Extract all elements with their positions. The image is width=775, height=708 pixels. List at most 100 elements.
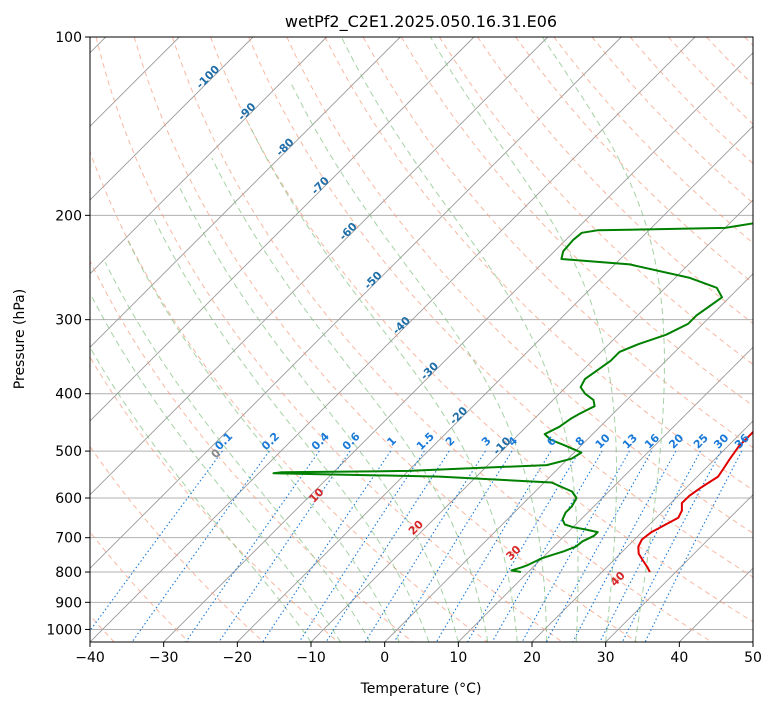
isotherm-line [90, 37, 549, 496]
x-tick-label: 10 [449, 650, 467, 666]
mixing-ratio-line [364, 450, 486, 642]
x-tick-label: −30 [149, 650, 179, 666]
background-lines [90, 37, 753, 642]
mixing-ratio-label: 2 [443, 434, 458, 449]
moist-adiabat-line [151, 215, 430, 642]
mixing-ratio-line [298, 450, 425, 642]
dry-adiabat-line [90, 259, 414, 642]
x-tick-label: 50 [744, 650, 762, 666]
y-tick-label: 100 [55, 30, 82, 46]
y-tick-label: 400 [55, 387, 82, 403]
x-tick-label: 20 [523, 650, 541, 666]
y-tick-label: 1000 [46, 622, 82, 638]
mixing-ratio-line [393, 450, 513, 642]
mixing-ratio-line [90, 450, 223, 632]
x-tick-label: 0 [380, 650, 389, 666]
moist-adiabat-line [542, 37, 666, 642]
isotherm-line [310, 199, 753, 642]
x-tick-label: 30 [597, 650, 615, 666]
x-tick-label: −10 [296, 650, 326, 666]
dry-adiabat-line [90, 531, 190, 642]
mixing-ratio-label: 1.5 [414, 430, 437, 453]
dry-adiabat-line [515, 37, 753, 284]
isotherm-line [90, 37, 328, 275]
dry-adiabat-label: 30 [504, 543, 524, 563]
dry-adiabat-line [171, 37, 712, 642]
moist-adiabat-line [248, 123, 518, 642]
isotherm-line [531, 420, 753, 642]
isotherm-line [163, 52, 753, 642]
moist-adiabat-line [90, 291, 341, 642]
mixing-ratio-line [262, 450, 392, 642]
isotherm-line [90, 37, 475, 422]
mixing-ratio-line [545, 450, 653, 642]
x-tick-label: 40 [670, 650, 688, 666]
y-tick-label: 200 [55, 208, 82, 224]
isotherm-line [90, 37, 622, 569]
dry-adiabat-line [90, 356, 339, 642]
x-axis-ticks: −40 −30 −20 −10 0 10 20 30 40 50 [75, 642, 762, 666]
plot-frame [89, 36, 754, 643]
mixing-ratio-label: 8 [573, 434, 588, 449]
dry-adiabat-line [668, 37, 753, 125]
mixing-ratio-label: 0.4 [309, 430, 332, 453]
mixing-ratio-label: 0.6 [340, 430, 363, 453]
mixing-ratio-label: 25 [691, 431, 711, 451]
dry-adiabat-line [133, 37, 638, 642]
dry-adiabat-line [362, 37, 753, 449]
x-tick-label: −20 [223, 650, 253, 666]
mixing-ratio-line [599, 450, 701, 642]
mixing-ratio-label: 13 [620, 431, 640, 451]
dry-adiabat-line [90, 150, 488, 642]
mixing-ratio-label: 36 [732, 431, 752, 451]
dewpoint-profile-line [272, 222, 753, 573]
dry-adiabat-line [400, 37, 753, 407]
x-tick-label: −40 [75, 650, 105, 666]
y-tick-label: 600 [55, 491, 82, 507]
isotherm-label: -100 [194, 63, 223, 92]
dry-adiabat-line [744, 37, 753, 47]
profile-series [272, 222, 753, 573]
isotherm-label: -70 [309, 174, 332, 197]
isotherm-line [752, 641, 753, 642]
isotherm-line [90, 37, 401, 348]
mixing-ratio-line [521, 450, 630, 642]
temperature-profile-line [637, 430, 753, 573]
moist-adiabat-line [90, 346, 312, 642]
moist-adiabat-line [179, 187, 459, 642]
mixing-ratio-label: 16 [642, 431, 662, 451]
isotherm-line [678, 567, 753, 642]
y-tick-label: 900 [55, 595, 82, 611]
isotherm-label: -50 [361, 269, 384, 292]
x-axis-label: Temperature (°C) [360, 681, 482, 697]
y-axis-ticks: 100 200 300 400 500 600 700 800 900 1000 [46, 30, 90, 638]
mixing-ratio-line [644, 450, 743, 642]
moist-adiabat-line [211, 157, 489, 642]
mixing-ratio-line [185, 450, 320, 642]
isotherm-label: -60 [337, 220, 360, 243]
mixing-ratio-line [491, 450, 603, 642]
isotherm-line [605, 494, 753, 642]
mixing-ratio-label: 30 [711, 431, 731, 451]
dry-adiabat-line [324, 37, 753, 491]
moist-adiabat-line [127, 239, 400, 642]
isotherm-line [236, 125, 753, 642]
isotherm-label: -40 [390, 314, 413, 337]
dry-adiabat-line [706, 37, 753, 86]
isotherm-line [457, 346, 753, 642]
dry-adiabat-line [591, 37, 753, 204]
mixing-ratio-line [621, 450, 722, 642]
mixing-ratio-label: 1 [384, 434, 399, 449]
mixing-ratio-line [218, 450, 351, 642]
dry-adiabat-line [95, 37, 563, 642]
isotherm-label: -80 [273, 135, 296, 158]
y-axis-label: Pressure (hPa) [12, 289, 28, 389]
y-tick-label: 700 [55, 531, 82, 547]
mixing-ratio-line [572, 450, 677, 642]
y-tick-label: 300 [55, 313, 82, 329]
mixing-ratio-label: 0.2 [259, 430, 282, 453]
dry-adiabat-line [248, 37, 753, 578]
chart-title: wetPf2_C2E1.2025.050.16.31.E06 [285, 12, 557, 32]
isotherm-line [384, 273, 753, 642]
